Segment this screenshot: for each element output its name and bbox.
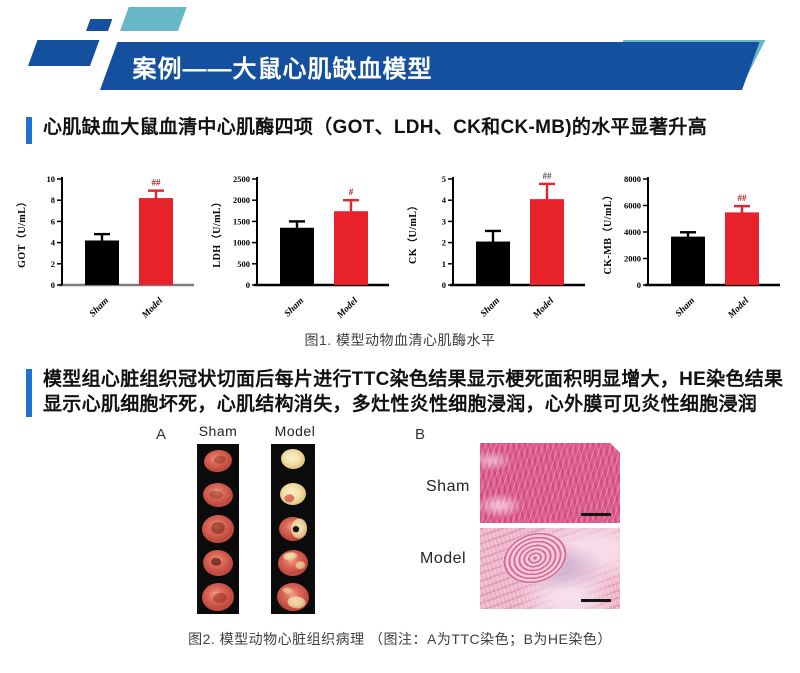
he-model-swirl-texture	[495, 524, 575, 592]
bar-sham	[85, 240, 119, 285]
panelB-row-model: Model	[420, 550, 467, 567]
y-tick-label: 10	[47, 174, 56, 184]
y-tick-label: 5	[441, 174, 445, 184]
he-staining-sham-image	[480, 443, 620, 523]
y-tick-label: 8000	[624, 174, 641, 184]
section2-line2: 显示心肌细胞坏死，心肌结构消失，多灶性炎性细胞浸润，心外膜可见炎性细胞浸润	[43, 394, 758, 415]
panelA-label: A	[156, 426, 167, 443]
bar-chart-ldh: 0 500 1000 1500 2000 2500 LDH（U/mL） Sham Model #	[207, 167, 393, 322]
section1-accent-bar	[26, 117, 32, 144]
y-tick-label: 6	[51, 216, 55, 226]
bar-chart-ck: 0 1 2 3 4 5 CK（U/mL） Sham Model ##	[403, 167, 589, 322]
y-tick-label: 3	[441, 216, 445, 226]
figure2-caption: 图2. 模型动物心脏组织病理 （图注：A为TTC染色；B为HE染色）	[188, 631, 612, 647]
y-tick-label: 2000	[233, 195, 250, 205]
deco-parallelogram-small	[86, 19, 113, 31]
y-tick-label: 0	[637, 280, 641, 290]
bar-sham	[670, 236, 705, 285]
x-category-label: Sham	[283, 296, 306, 319]
section2-heading: 模型组心脏组织冠状切面后每片进行TTC染色结果显示梗死面积明显增大，HE染色结果…	[26, 367, 783, 417]
significance-marker: ##	[152, 178, 162, 188]
y-tick-label: 4000	[624, 227, 641, 237]
bar-chart-ckmb: 0 2000 4000 6000 8000 CK-MB（U/mL） Sham Model ##	[598, 167, 784, 322]
x-category-label: Sham	[88, 296, 111, 319]
bar-chart-got: 0 2 4 6 8 10 GOT（U/mL） Sham Model ##	[12, 167, 198, 322]
y-tick-label: 2000	[624, 254, 641, 264]
y-tick-label: 0	[246, 280, 250, 290]
y-tick-label: 8	[51, 195, 55, 205]
scale-bar	[581, 599, 611, 602]
y-tick-label: 4	[441, 195, 446, 205]
bar-model	[529, 199, 564, 285]
y-tick-label: 0	[441, 280, 445, 290]
bar-sham	[475, 241, 510, 285]
x-category-label: Sham	[674, 296, 697, 319]
significance-marker: ##	[737, 193, 747, 203]
panelB-row-sham: Sham	[426, 478, 470, 495]
section2-line1: 模型组心脏组织冠状切面后每片进行TTC染色结果显示梗死面积明显增大，HE染色结果	[43, 369, 784, 390]
y-tick-label: 500	[238, 259, 251, 269]
x-category-label: Model	[726, 296, 752, 322]
y-tick-label: 2	[51, 259, 55, 269]
figure1-charts-row: 0 2 4 6 8 10 GOT（U/mL） Sham Model ## 0 500 1000 1500 2…	[12, 167, 784, 322]
significance-marker: #	[349, 187, 354, 197]
y-tick-label: 6000	[624, 201, 641, 211]
panelB-label: B	[415, 426, 426, 443]
section2-accent-bar	[26, 369, 32, 417]
x-category-label: Model	[335, 296, 361, 322]
he-staining-model-image	[480, 524, 620, 609]
y-axis-title: LDH（U/mL）	[210, 196, 223, 267]
bar-model	[334, 211, 369, 285]
section1-heading: 心肌缺血大鼠血清中心肌酶四项（GOT、LDH、CK和CK-MB)的水平显著升高	[26, 115, 707, 144]
y-tick-label: 1500	[233, 216, 250, 226]
bar-model	[724, 212, 759, 285]
y-tick-label: 2500	[233, 174, 250, 184]
y-tick-label: 1	[441, 259, 445, 269]
deco-parallelogram-mid	[28, 40, 100, 66]
ttc-model-slices	[277, 448, 309, 612]
significance-marker: ##	[542, 171, 552, 181]
ttc-staining-image	[197, 444, 315, 614]
bar-model	[139, 198, 173, 285]
ttc-sham-slices	[202, 449, 234, 612]
page-title: 案例——大鼠心肌缺血模型	[132, 55, 433, 83]
bar-sham	[280, 227, 315, 285]
y-tick-label: 0	[51, 280, 55, 290]
y-axis-title: CK（U/mL）	[406, 200, 419, 264]
x-category-label: Model	[140, 296, 166, 322]
panelA-column-model: Model	[274, 423, 316, 439]
scale-bar	[581, 513, 611, 516]
panelA-column-sham: Sham	[198, 423, 238, 439]
deco-parallelogram-teal	[120, 7, 187, 31]
x-category-label: Sham	[479, 296, 502, 319]
figure1-caption: 图1. 模型动物血清心肌酶水平	[304, 332, 496, 348]
y-axis-title: GOT（U/mL）	[15, 196, 28, 268]
section1-title: 心肌缺血大鼠血清中心肌酶四项（GOT、LDH、CK和CK-MB)的水平显著升高	[43, 117, 708, 138]
y-tick-label: 2	[441, 238, 445, 248]
x-category-label: Model	[530, 296, 556, 322]
section2-title: 模型组心脏组织冠状切面后每片进行TTC染色结果显示梗死面积明显增大，HE染色结果…	[43, 367, 783, 417]
y-tick-label: 1000	[233, 238, 250, 248]
title-banner: 案例——大鼠心肌缺血模型	[100, 42, 760, 90]
y-axis-title: CK-MB（U/mL）	[601, 190, 614, 275]
y-tick-label: 4	[51, 238, 56, 248]
